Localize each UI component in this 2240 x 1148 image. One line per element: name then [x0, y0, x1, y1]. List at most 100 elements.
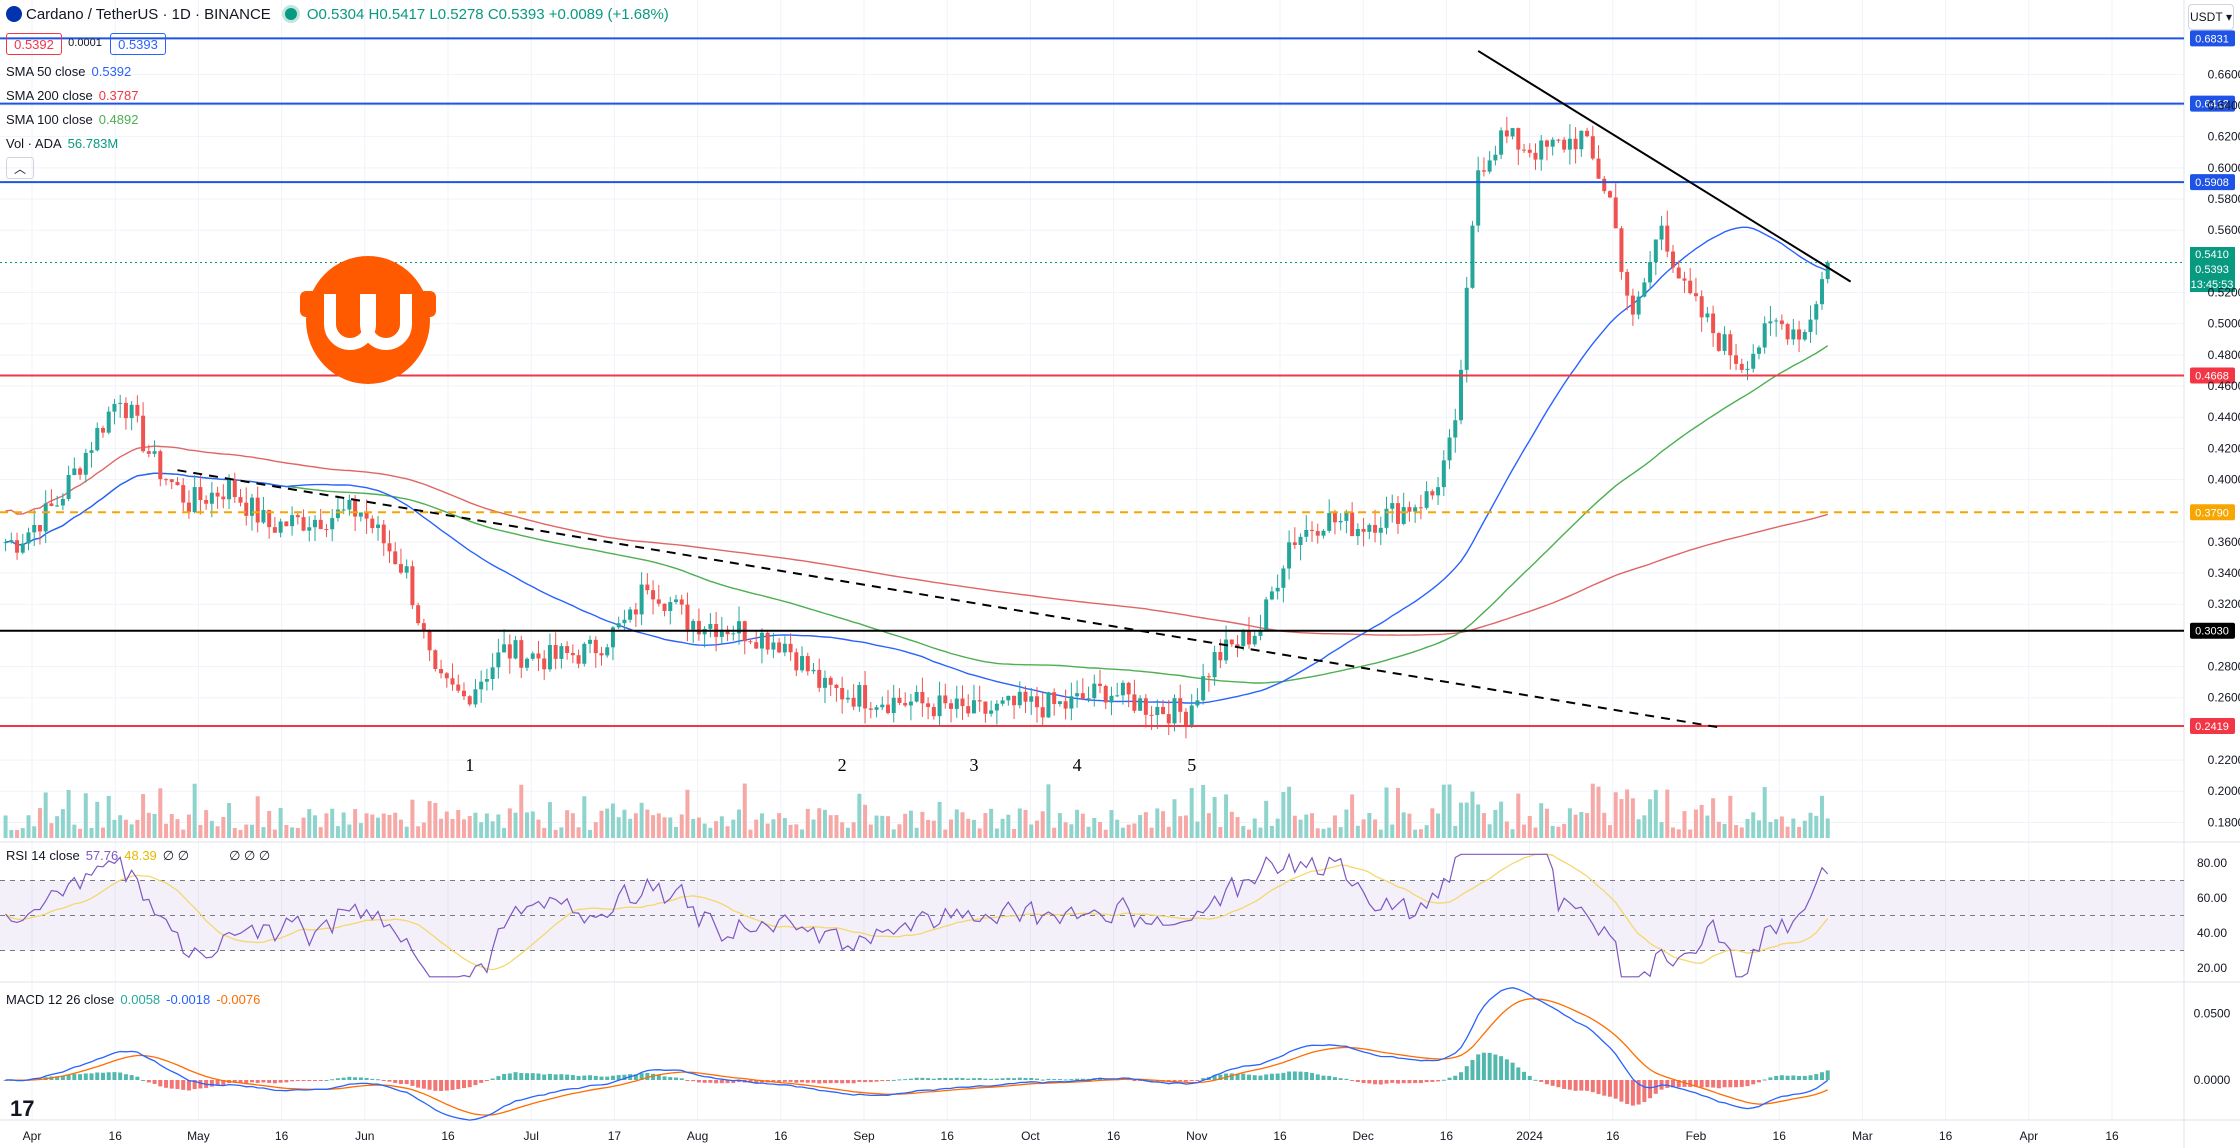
macd-histogram-bar — [1063, 1079, 1068, 1081]
candle — [1539, 140, 1544, 160]
macd-histogram-bar — [966, 1078, 971, 1080]
currency-selector[interactable]: USDT ▾ — [2188, 4, 2234, 30]
candle — [1659, 225, 1664, 240]
volume-bar — [1699, 804, 1704, 838]
buy-price[interactable]: 0.5393 — [110, 33, 166, 55]
candle — [1006, 695, 1011, 701]
volume-bar — [679, 814, 684, 838]
macd-histogram-bar — [570, 1075, 575, 1080]
volume-bar — [840, 822, 845, 838]
volume-bar — [645, 809, 650, 838]
sma200-legend[interactable]: SMA 200 close 0.3787 — [6, 88, 139, 103]
macd-histogram-bar — [914, 1077, 919, 1080]
candle — [1774, 320, 1779, 322]
macd-legend[interactable]: MACD 12 26 close 0.0058 -0.0018 -0.0076 — [6, 992, 261, 1007]
macd-histogram-bar — [164, 1080, 169, 1088]
volume-bar — [834, 815, 839, 838]
time-axis-tick: 16 — [441, 1129, 455, 1143]
candle — [1166, 714, 1171, 724]
candle — [284, 521, 289, 527]
candle — [1029, 696, 1034, 702]
volume-bar — [610, 803, 615, 838]
volume-bar — [943, 829, 948, 838]
candle — [914, 692, 919, 702]
volume-bar — [1080, 813, 1085, 838]
volume-bar — [1292, 815, 1297, 838]
volume-bar — [112, 819, 117, 838]
macd-histogram-bar — [1693, 1080, 1698, 1087]
candle — [1739, 363, 1744, 370]
symbol-header: Cardano / TetherUS · 1D · BINANCE O0.530… — [0, 0, 669, 28]
volume-bar — [387, 814, 392, 838]
wave-label: 5 — [1187, 755, 1196, 775]
macd-histogram-bar — [347, 1076, 352, 1080]
sma50-legend[interactable]: SMA 50 close 0.5392 — [6, 64, 132, 79]
candle — [358, 512, 363, 517]
volume-bar — [261, 827, 266, 838]
volume-legend[interactable]: Vol · ADA 56.783M — [6, 136, 119, 151]
candle — [949, 703, 954, 709]
macd-histogram-bar — [100, 1072, 105, 1080]
candle — [490, 667, 495, 680]
volume-bar — [633, 813, 638, 838]
candle — [926, 703, 931, 708]
volume-bar — [1206, 813, 1211, 838]
candle — [777, 642, 782, 653]
sma100-legend[interactable]: SMA 100 close 0.4892 — [6, 112, 139, 127]
collapse-legend-icon[interactable]: ︿ — [6, 157, 34, 179]
candle — [937, 695, 942, 717]
macd-histogram-bar — [1510, 1062, 1515, 1080]
volume-bar — [313, 815, 317, 838]
macd-histogram-bar — [1734, 1080, 1739, 1088]
macd-histogram-bar — [1579, 1080, 1584, 1091]
volume-bar — [364, 813, 369, 838]
candle — [1430, 491, 1435, 496]
wave-label: 3 — [969, 755, 978, 775]
macd-histogram-bar — [1138, 1080, 1143, 1081]
volume-bar — [685, 789, 690, 838]
candle — [725, 629, 730, 635]
candle — [152, 451, 157, 454]
volume-bar — [1613, 792, 1618, 838]
macd-histogram-bar — [668, 1077, 673, 1080]
macd-histogram-bar — [141, 1079, 146, 1081]
macd-histogram-bar — [565, 1074, 570, 1080]
symbol-title[interactable]: Cardano / TetherUS · 1D · BINANCE — [26, 5, 271, 23]
candle — [1413, 507, 1418, 512]
candle — [805, 656, 810, 672]
rsi-legend[interactable]: RSI 14 close 57.76 48.39 ∅ ∅ ∅ ∅ ∅ — [6, 848, 271, 863]
macd-histogram-bar — [255, 1080, 260, 1083]
time-axis-tick: Dec — [1353, 1129, 1374, 1143]
volume-bar — [1705, 815, 1710, 838]
volume-bar — [702, 823, 707, 838]
volume-bar — [822, 809, 827, 838]
volume-bar — [949, 819, 954, 838]
volume-bar — [525, 812, 530, 838]
macd-histogram-bar — [381, 1080, 386, 1081]
time-axis-tick: Mar — [1852, 1129, 1873, 1143]
volume-bar — [765, 823, 770, 838]
candle — [1350, 512, 1355, 537]
volume-bar — [1556, 826, 1561, 838]
macd-axis-tick: 0.0500 — [2194, 1006, 2231, 1020]
macd-histogram-bar — [891, 1079, 896, 1081]
macd-histogram-bar — [507, 1073, 512, 1080]
volume-bar — [473, 812, 478, 838]
sell-price[interactable]: 0.5392 — [6, 33, 62, 55]
candle — [410, 566, 415, 606]
candle — [484, 679, 489, 682]
volume-bar — [152, 813, 157, 838]
volume-bar — [1298, 819, 1303, 838]
macd-histogram-bar — [530, 1073, 535, 1080]
candle — [341, 509, 346, 511]
candle — [450, 678, 455, 685]
macd-histogram-bar — [1441, 1079, 1446, 1081]
candle — [1327, 513, 1332, 531]
volume-bar — [1636, 819, 1641, 838]
volume-bar — [106, 795, 111, 838]
macd-histogram-bar — [989, 1078, 994, 1080]
macd-histogram-bar — [874, 1080, 879, 1082]
macd-histogram-bar — [439, 1080, 444, 1091]
